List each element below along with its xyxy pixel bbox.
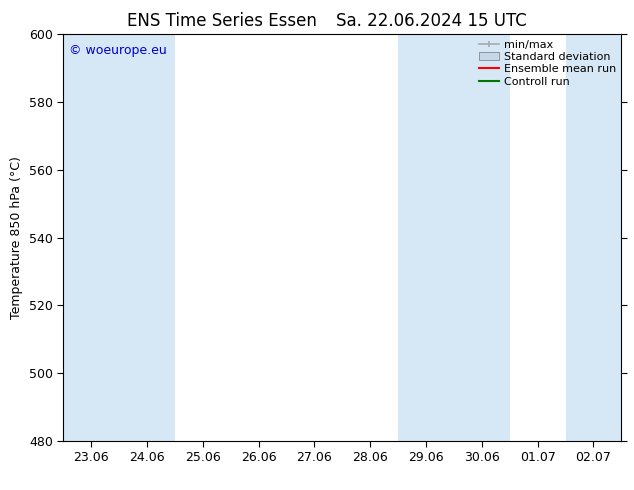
Bar	[398, 34, 510, 441]
Bar	[566, 34, 621, 441]
Text: Sa. 22.06.2024 15 UTC: Sa. 22.06.2024 15 UTC	[336, 12, 526, 30]
Y-axis label: Temperature 850 hPa (°C): Temperature 850 hPa (°C)	[10, 156, 23, 319]
Text: © woeurope.eu: © woeurope.eu	[69, 45, 167, 57]
Text: ENS Time Series Essen: ENS Time Series Essen	[127, 12, 317, 30]
Bar	[63, 34, 175, 441]
Legend: min/max, Standard deviation, Ensemble mean run, Controll run: min/max, Standard deviation, Ensemble me…	[477, 38, 618, 89]
